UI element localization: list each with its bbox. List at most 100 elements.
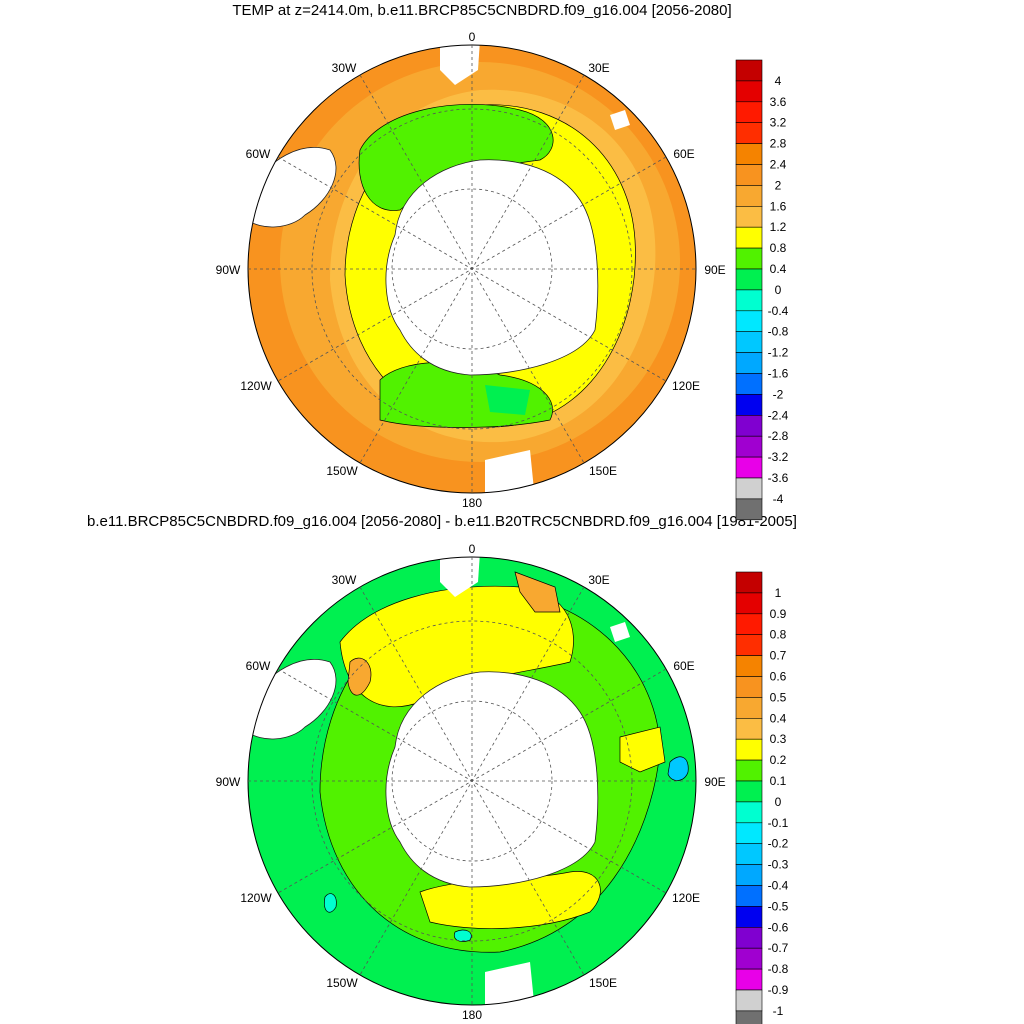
bottom-yellow-east-patch	[619, 726, 666, 773]
top-lon-label: 120E	[672, 379, 700, 393]
top-lon-label: 90E	[704, 263, 725, 277]
top-colorbar-label: -0.8	[768, 325, 789, 339]
top-lon-label: 0	[469, 30, 476, 44]
bottom-cool-patch	[324, 893, 337, 913]
top-colorbar-swatch	[735, 352, 763, 374]
bottom-colorbar-label: -0.7	[768, 941, 789, 955]
bottom-lon-label: 30E	[588, 573, 609, 587]
top-lon-label: 150E	[589, 464, 617, 478]
bottom-lon-label: 60E	[673, 659, 694, 673]
bottom-lon-label: 120E	[672, 891, 700, 905]
bottom-colorbar-label: 0.3	[770, 732, 787, 746]
top-colorbar-label: 3.2	[770, 116, 787, 130]
bottom-colorbar-swatch	[735, 906, 763, 928]
bottom-colorbar-swatch	[735, 1010, 763, 1024]
bottom-colorbar: 1 0.9 0.8 0.7 0.6 0.5 0.4 0.3 0.2 0.1 0 -0.1 -0.2 -0.…	[735, 571, 789, 1024]
top-colorbar-swatch	[735, 268, 763, 291]
bottom-colorbar-swatch	[735, 968, 763, 991]
bottom-colorbar-swatch	[735, 780, 763, 803]
bottom-colorbar-swatch	[735, 989, 763, 1012]
top-colorbar-swatch	[735, 373, 763, 395]
bottom-colorbar-swatch	[735, 571, 763, 594]
top-graticule	[248, 45, 696, 493]
top-lon-label: 120W	[240, 379, 272, 393]
top-lon-label: 180	[462, 496, 482, 510]
top-colorbar-swatch	[735, 226, 763, 249]
bottom-cool-anomaly	[667, 756, 689, 781]
bottom-colorbar-swatch	[735, 613, 763, 636]
bottom-map-title: b.e11.BRCP85C5CNBDRD.f09_g16.004 [2056-2…	[87, 513, 797, 530]
bottom-cool-patch	[454, 929, 472, 942]
bottom-colorbar-label: 0.4	[770, 711, 787, 725]
top-colorbar-label: -2.8	[768, 429, 789, 443]
bottom-colorbar-swatch	[735, 738, 763, 761]
bottom-colorbar-label: -0.4	[768, 879, 789, 893]
top-lon-label: 30E	[588, 61, 609, 75]
top-green-atlantic-region	[358, 104, 554, 211]
top-colorbar-label: -0.4	[768, 304, 789, 318]
bottom-lon-label: 150E	[589, 976, 617, 990]
bottom-lon-label: 60W	[246, 659, 271, 673]
top-colorbar-swatch	[735, 456, 763, 479]
bottom-colorbar-label: 0.7	[770, 649, 787, 663]
bottom-map-field	[248, 557, 696, 1005]
top-map-field	[248, 45, 696, 493]
bottom-colorbar-swatch	[735, 843, 763, 865]
top-colorbar-swatch	[735, 143, 763, 165]
bottom-colorbar-label: -0.8	[768, 962, 789, 976]
bottom-colorbar-label: -0.5	[768, 899, 789, 913]
top-lon-label: 30W	[332, 61, 357, 75]
bottom-colorbar-swatch	[735, 822, 763, 844]
bottom-longitude-labels: 0 30E 60E 90E 120E 150E 180 150W 120W 90…	[216, 542, 726, 1022]
top-colorbar-swatch	[735, 185, 763, 207]
top-colorbar-swatch	[735, 101, 763, 124]
top-colorbar-swatch	[735, 289, 763, 312]
top-colorbar: 4 3.6 3.2 2.8 2.4 2 1.6 1.2 0.8 0.4 0 -0.4 -0.8 -1.2 -…	[735, 59, 789, 521]
bottom-colorbar-swatch	[735, 885, 763, 907]
bottom-colorbar-label: 0.6	[770, 670, 787, 684]
bottom-colorbar-label: 0.2	[770, 753, 787, 767]
bottom-colorbar-label: -0.6	[768, 920, 789, 934]
bottom-antarctica-land	[385, 671, 599, 888]
top-colorbar-swatch	[735, 477, 763, 500]
top-antarctica-land	[385, 159, 599, 376]
bottom-lon-label: 120W	[240, 891, 272, 905]
bottom-colorbar-swatch	[735, 926, 763, 949]
bottom-colorbar-label: 1	[775, 586, 782, 600]
bottom-colorbar-label: -1	[773, 1004, 784, 1018]
bottom-colorbar-swatch	[735, 801, 763, 824]
bottom-africa-land	[440, 557, 480, 597]
bottom-lon-label: 0	[469, 542, 476, 556]
top-colorbar-label: -2.4	[768, 408, 789, 422]
top-colorbar-swatch	[735, 414, 763, 437]
top-lon-label: 60W	[246, 147, 271, 161]
top-colorbar-label: 2	[775, 178, 782, 192]
bottom-colorbar-swatch	[735, 759, 763, 782]
bottom-colorbar-label: -0.3	[768, 858, 789, 872]
top-lon-label: 150W	[326, 464, 358, 478]
bottom-colorbar-label: 0	[775, 795, 782, 809]
top-cool-patch	[485, 385, 530, 415]
top-colorbar-label: 4	[775, 74, 782, 88]
top-small-island	[610, 110, 630, 130]
top-colorbar-label: -1.6	[768, 367, 789, 381]
top-colorbar-label: 0	[775, 283, 782, 297]
top-colorbar-swatch	[735, 498, 763, 521]
bottom-colorbar-swatch	[735, 655, 763, 677]
top-colorbar-swatch	[735, 331, 763, 353]
bottom-lon-label: 90E	[704, 775, 725, 789]
bottom-colorbar-label: -0.9	[768, 983, 789, 997]
top-colorbar-label: -2	[773, 387, 784, 401]
top-colorbar-label: 1.6	[770, 199, 787, 213]
bottom-lon-label: 180	[462, 1008, 482, 1022]
bottom-colorbar-label: 0.1	[770, 774, 787, 788]
top-colorbar-label: 2.8	[770, 137, 787, 151]
top-polar-map: 0 30E 60E 90E 120E 150E 180 150W 120W 90…	[216, 30, 789, 521]
bottom-polar-map: 0 30E 60E 90E 120E 150E 180 150W 120W 90…	[216, 542, 789, 1024]
bottom-graticule	[248, 557, 696, 1005]
top-colorbar-label: 2.4	[770, 158, 787, 172]
bottom-colorbar-label: 0.8	[770, 628, 787, 642]
bottom-colorbar-swatch	[735, 697, 763, 719]
top-lon-label: 90W	[216, 263, 241, 277]
bottom-colorbar-swatch	[735, 864, 763, 886]
